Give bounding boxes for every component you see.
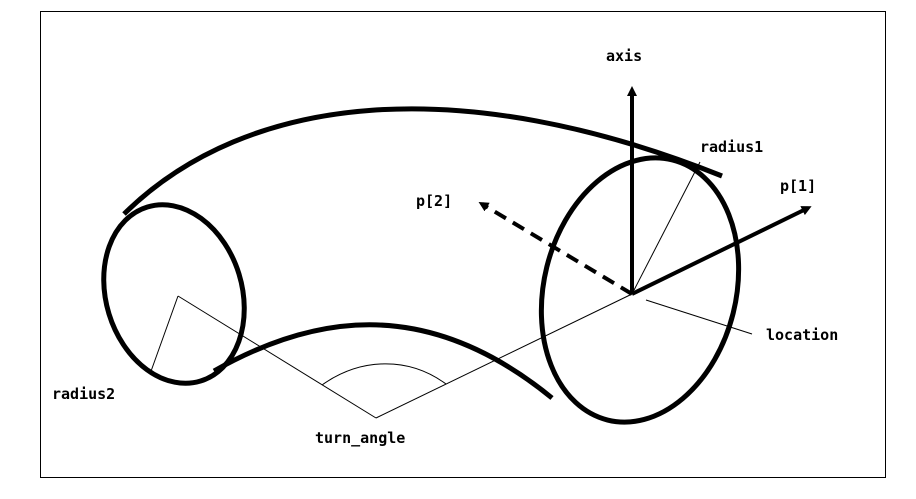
turn-angle-label: turn_angle: [315, 429, 405, 447]
outer-arc: [122, 106, 723, 216]
location-label: location: [766, 326, 838, 344]
radius1-line: [631, 161, 701, 295]
diagram-border: [40, 11, 886, 478]
radius1-label: radius1: [700, 138, 763, 156]
p1-label: p[1]: [780, 177, 816, 195]
radius2-line: [149, 295, 179, 375]
inner-arc: [212, 322, 554, 400]
radius2-label: radius2: [52, 385, 115, 403]
turn-angle-arc: [321, 363, 447, 386]
p2-label: p[2]: [416, 192, 452, 210]
p2-arrow: [478, 201, 634, 296]
p1-arrow: [631, 206, 812, 296]
left-end-ellipse: [101, 202, 247, 386]
right-radius-line: [375, 293, 633, 419]
axis-label: axis: [606, 47, 642, 65]
right-end-ellipse: [538, 155, 742, 425]
left-radius-line: [177, 295, 377, 419]
location-leader-line: [645, 299, 753, 335]
